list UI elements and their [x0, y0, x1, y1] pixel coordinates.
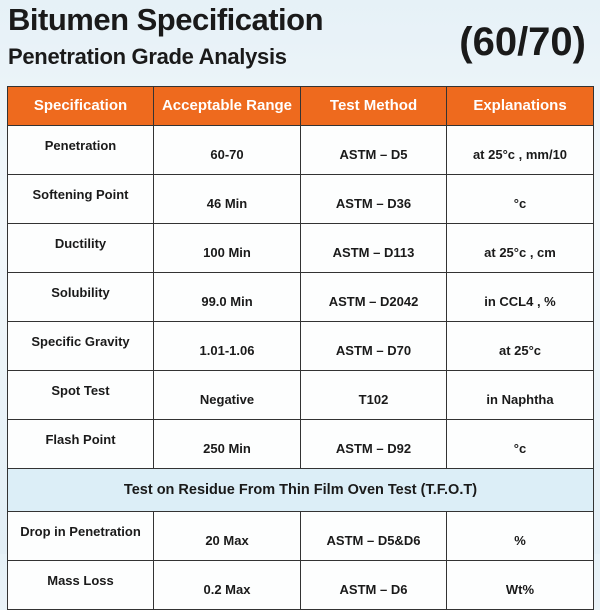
- cell-test-method: ASTM – D5&D6: [300, 511, 447, 561]
- cell-test-method: ASTM – D2042: [300, 272, 447, 322]
- cell-explanation: in CCL4 , %: [446, 272, 594, 322]
- page-subtitle: Penetration Grade Analysis: [8, 44, 287, 69]
- table-row: Drop in Penetration 20 Max ASTM – D5&D6%: [7, 511, 594, 561]
- cell-test-method: T102: [300, 370, 447, 420]
- table-row: Specific Gravity 1.01-1.06 ASTM – D70 at 25…: [7, 321, 594, 371]
- cell-acceptable-range: 46 Min: [153, 174, 301, 224]
- cell-explanation: in Naphtha: [446, 370, 594, 420]
- cell-specification: Flash Point: [7, 419, 154, 469]
- table-row: Solubility 99.0 Min ASTM – D2042 in CCL4 , …: [7, 272, 594, 322]
- cell-acceptable-range: 20 Max: [153, 511, 301, 561]
- cell-explanation: °c: [446, 419, 594, 469]
- header-specification: Specification: [7, 86, 154, 126]
- header-test-method: Test Method: [300, 86, 447, 126]
- cell-acceptable-range: 250 Min: [153, 419, 301, 469]
- section-row: Test on Residue From Thin Film Oven Test…: [7, 468, 594, 512]
- cell-specification: Ductility: [7, 223, 154, 273]
- cell-acceptable-range: 100 Min: [153, 223, 301, 273]
- cell-test-method: ASTM – D5: [300, 125, 447, 175]
- cell-explanation: %: [446, 511, 594, 561]
- cell-explanation: Wt%: [446, 560, 594, 610]
- table-row: Penetration 60-70 ASTM – D5 at 25°c , mm/10: [7, 125, 594, 175]
- cell-explanation: at 25°c , mm/10: [446, 125, 594, 175]
- table-row: Mass Loss 0.2 Max ASTM – D6 Wt%: [7, 560, 594, 610]
- cell-test-method: ASTM – D70: [300, 321, 447, 371]
- cell-specification: Specific Gravity: [7, 321, 154, 371]
- cell-test-method: ASTM – D36: [300, 174, 447, 224]
- cell-acceptable-range: 0.2 Max: [153, 560, 301, 610]
- cell-acceptable-range: 99.0 Min: [153, 272, 301, 322]
- table-row: Flash Point 250 Min ASTM – D92 °c: [7, 419, 594, 469]
- table-header-row: Specification Acceptable Range Test Meth…: [7, 86, 594, 126]
- cell-specification: Penetration: [7, 125, 154, 175]
- header-acceptable-range: Acceptable Range: [153, 86, 301, 126]
- cell-acceptable-range: 60-70: [153, 125, 301, 175]
- cell-acceptable-range: Negative: [153, 370, 301, 420]
- section-title: Test on Residue From Thin Film Oven Test…: [7, 468, 594, 512]
- cell-specification: Spot Test: [7, 370, 154, 420]
- cell-test-method: ASTM – D113: [300, 223, 447, 273]
- specification-table: Specification Acceptable Range Test Meth…: [7, 86, 594, 610]
- cell-test-method: ASTM – D6: [300, 560, 447, 610]
- cell-explanation: at 25°c , cm: [446, 223, 594, 273]
- table-row: Softening Point 46 Min ASTM – D36 °c: [7, 174, 594, 224]
- cell-specification: Solubility: [7, 272, 154, 322]
- page-title: Bitumen Specification: [8, 2, 324, 37]
- cell-acceptable-range: 1.01-1.06: [153, 321, 301, 371]
- table-row: Spot Test Negative T102 in Naphtha: [7, 370, 594, 420]
- cell-specification: Softening Point: [7, 174, 154, 224]
- cell-specification: Mass Loss: [7, 560, 154, 610]
- table-row: Ductility 100 Min ASTM – D113 at 25°c , cm: [7, 223, 594, 273]
- header-explanations: Explanations: [446, 86, 594, 126]
- cell-specification: Drop in Penetration: [7, 511, 154, 561]
- cell-test-method: ASTM – D92: [300, 419, 447, 469]
- cell-explanation: at 25°c: [446, 321, 594, 371]
- cell-explanation: °c: [446, 174, 594, 224]
- grade-label: (60/70): [459, 20, 586, 64]
